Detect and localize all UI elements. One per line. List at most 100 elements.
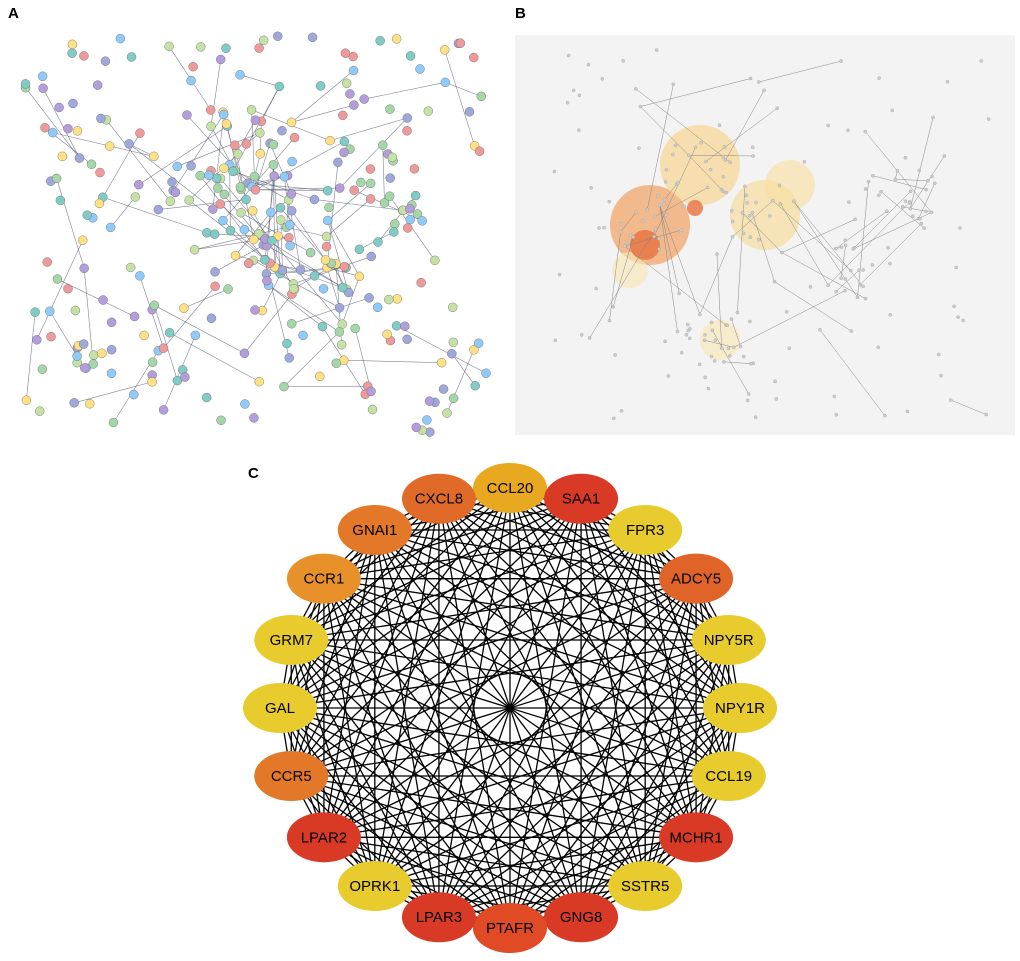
node bbox=[682, 204, 686, 209]
edge bbox=[327, 183, 371, 221]
node bbox=[919, 221, 924, 226]
edge bbox=[264, 238, 343, 288]
node bbox=[325, 135, 335, 146]
node bbox=[106, 317, 117, 327]
node bbox=[843, 277, 848, 281]
edge bbox=[229, 164, 231, 231]
edge bbox=[327, 267, 360, 277]
edge bbox=[227, 126, 242, 190]
gene-label: FPR3 bbox=[626, 522, 664, 539]
node bbox=[135, 271, 145, 281]
node bbox=[684, 333, 689, 337]
node bbox=[287, 206, 297, 216]
node bbox=[719, 346, 724, 350]
gene-node bbox=[254, 750, 329, 801]
node bbox=[818, 328, 822, 332]
node bbox=[448, 393, 459, 404]
node bbox=[54, 102, 64, 113]
node bbox=[834, 246, 838, 251]
node bbox=[631, 235, 635, 239]
edge bbox=[781, 219, 856, 253]
node bbox=[331, 358, 341, 368]
node bbox=[96, 113, 106, 124]
node bbox=[984, 412, 988, 417]
node bbox=[284, 232, 294, 243]
node bbox=[448, 302, 458, 313]
node bbox=[566, 53, 571, 58]
edge bbox=[323, 529, 646, 580]
node bbox=[474, 146, 485, 156]
gene-node bbox=[401, 473, 476, 524]
node bbox=[356, 177, 366, 188]
node bbox=[254, 43, 264, 53]
edge bbox=[895, 178, 928, 182]
node bbox=[365, 194, 376, 204]
node bbox=[730, 235, 735, 239]
edge bbox=[169, 332, 260, 382]
edge bbox=[326, 267, 340, 308]
gene-node bbox=[473, 903, 547, 953]
edge bbox=[323, 498, 440, 838]
node bbox=[295, 265, 306, 275]
node bbox=[55, 195, 66, 206]
node bbox=[888, 313, 893, 317]
node bbox=[579, 333, 584, 337]
node bbox=[979, 59, 983, 63]
node bbox=[863, 296, 868, 301]
gene-label: PTAFR bbox=[486, 920, 534, 937]
node bbox=[664, 168, 669, 172]
edge bbox=[235, 212, 272, 256]
gene-label: GAL bbox=[265, 700, 295, 717]
node bbox=[470, 381, 480, 391]
node bbox=[216, 54, 226, 65]
edge bbox=[323, 529, 646, 838]
edge bbox=[252, 210, 294, 289]
node bbox=[230, 250, 241, 261]
edge bbox=[374, 578, 697, 887]
node bbox=[723, 158, 728, 163]
edge bbox=[290, 498, 440, 777]
edge bbox=[291, 104, 355, 123]
node bbox=[565, 100, 570, 105]
node bbox=[276, 215, 286, 225]
node bbox=[728, 160, 732, 165]
node bbox=[656, 193, 660, 198]
gene-label: CCR1 bbox=[304, 571, 345, 588]
node bbox=[743, 184, 747, 189]
node bbox=[753, 415, 758, 419]
node bbox=[747, 392, 751, 396]
edge bbox=[323, 487, 511, 580]
edge bbox=[640, 106, 689, 156]
gene-node bbox=[473, 463, 547, 513]
edge bbox=[438, 498, 697, 838]
node bbox=[249, 171, 260, 182]
node bbox=[664, 213, 668, 217]
gene-node bbox=[659, 812, 734, 863]
edge bbox=[106, 119, 171, 202]
node bbox=[738, 344, 743, 349]
edge bbox=[580, 775, 730, 918]
node bbox=[577, 128, 581, 132]
node bbox=[339, 261, 350, 272]
node bbox=[697, 362, 702, 367]
node bbox=[266, 207, 276, 217]
node bbox=[400, 321, 410, 331]
node bbox=[876, 345, 880, 350]
node bbox=[129, 311, 140, 322]
node bbox=[839, 245, 844, 249]
node bbox=[286, 189, 297, 199]
node bbox=[597, 226, 601, 230]
node bbox=[638, 104, 643, 109]
node bbox=[246, 105, 257, 115]
node bbox=[481, 368, 491, 378]
node bbox=[269, 171, 279, 181]
node bbox=[677, 291, 681, 296]
edge bbox=[438, 498, 730, 641]
node bbox=[871, 173, 875, 178]
node bbox=[808, 285, 813, 289]
node bbox=[48, 127, 58, 138]
node bbox=[645, 207, 650, 212]
node bbox=[455, 38, 466, 48]
node bbox=[762, 88, 766, 93]
